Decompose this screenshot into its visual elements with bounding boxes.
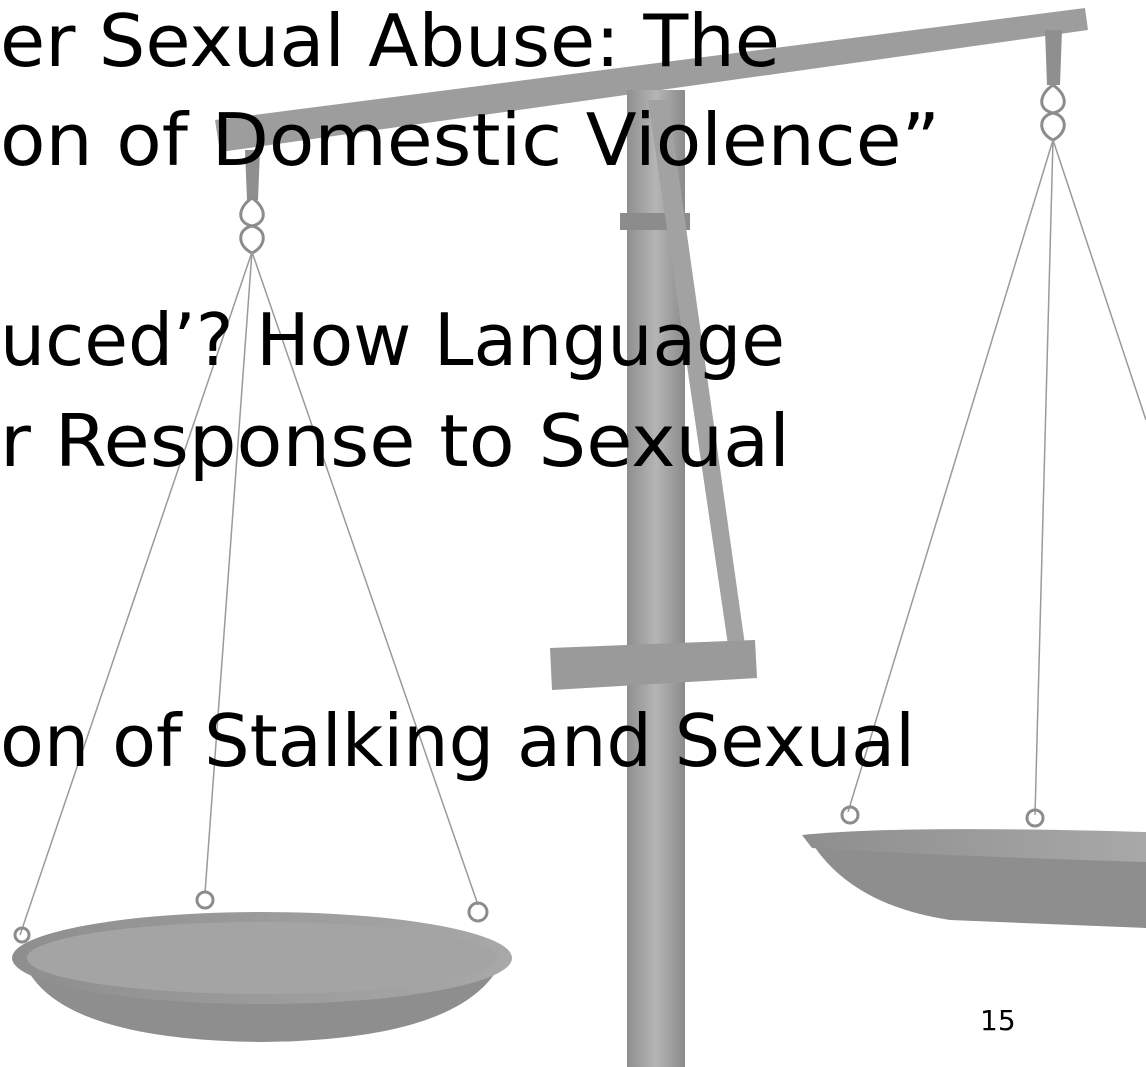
text-line: r Response to Sexual [0,399,790,483]
page-number: 15 [980,1004,1016,1037]
text-line: uced’? How Language [0,298,785,382]
scales-illustration [12,8,1146,1067]
text-line: on of Stalking and Sexual [0,699,915,783]
text-line: on of Domestic Violence” [0,98,940,182]
text-line: er Sexual Abuse: The [0,0,780,83]
